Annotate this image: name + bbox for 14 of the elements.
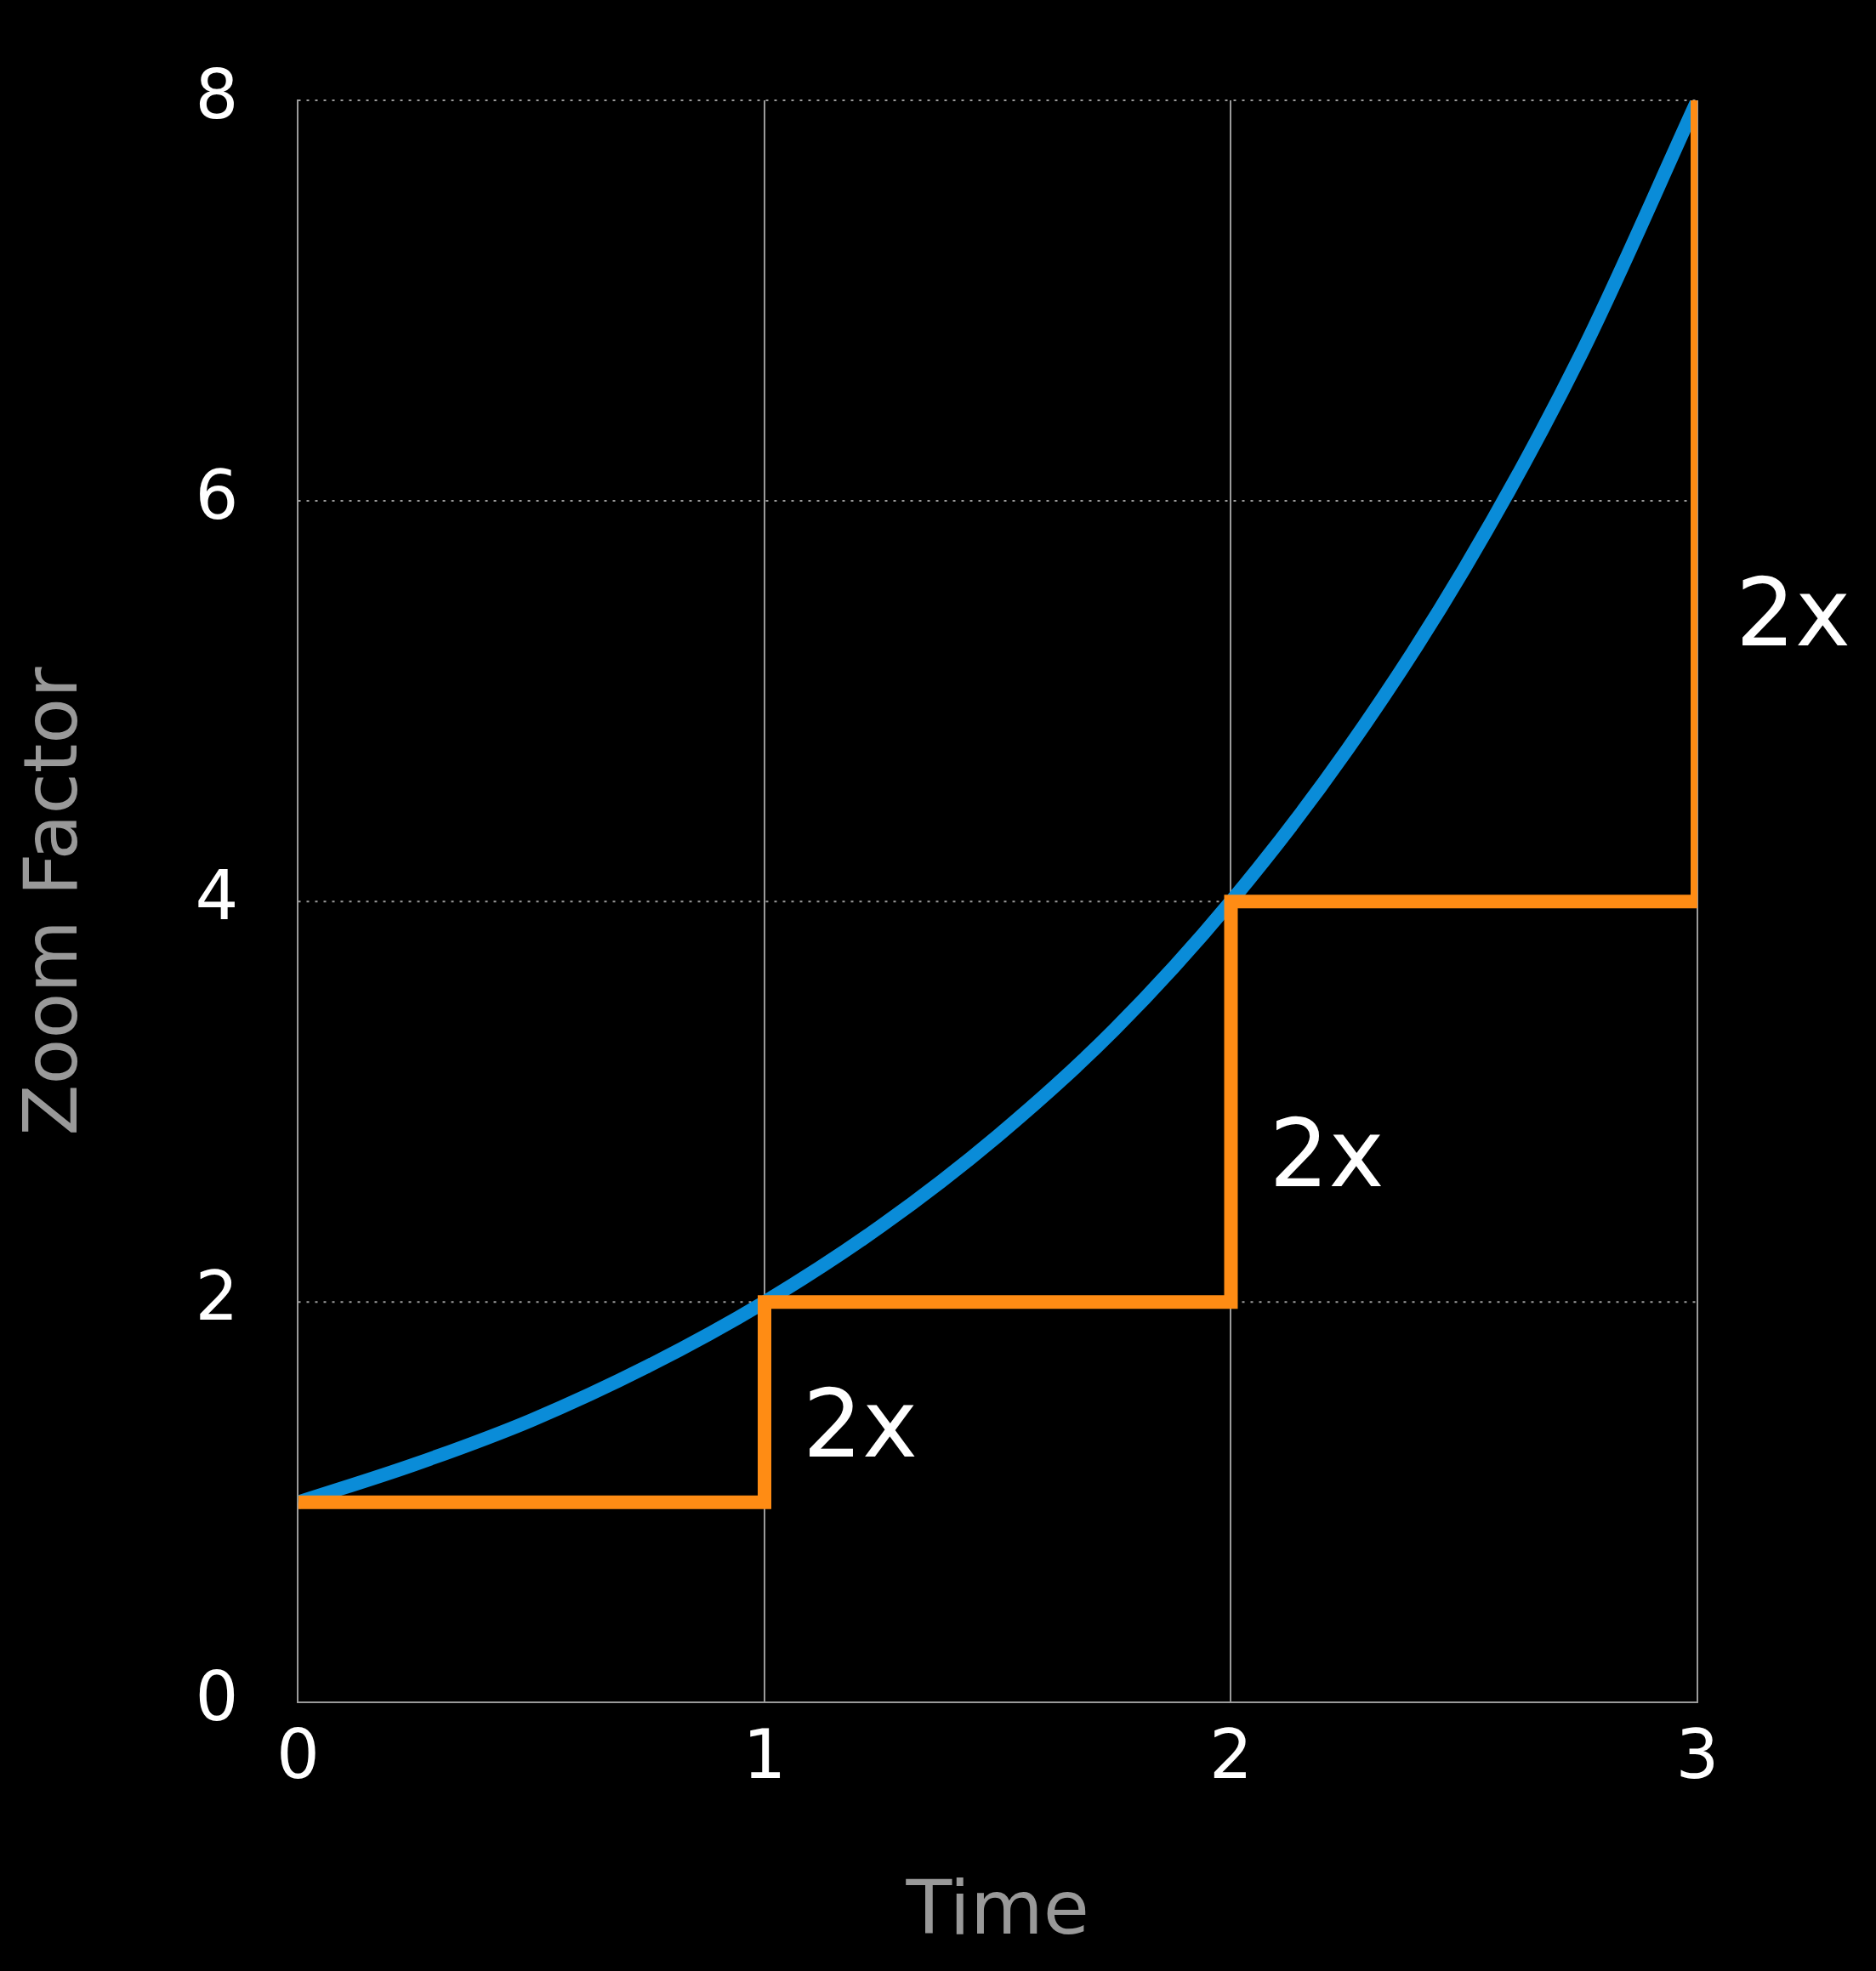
x-tick-label: 0 <box>276 1715 320 1795</box>
annotation: 2x <box>1269 1099 1384 1208</box>
x-tick-label: 1 <box>742 1715 787 1795</box>
y-tick-label: 6 <box>195 455 239 535</box>
y-tick-label: 2 <box>195 1257 239 1337</box>
y-tick-label: 0 <box>195 1657 239 1737</box>
text: 2x <box>1736 559 1851 668</box>
x-axis-title: Time <box>905 1864 1089 1952</box>
y-tick-label: 4 <box>195 855 239 935</box>
y-axis-title: Zoom Factor <box>6 666 94 1136</box>
x-tick-label: 2 <box>1209 1715 1253 1795</box>
x-tick-label: 3 <box>1675 1715 1720 1795</box>
annotation: 2x <box>803 1369 918 1479</box>
y-tick-label: 8 <box>195 54 239 134</box>
